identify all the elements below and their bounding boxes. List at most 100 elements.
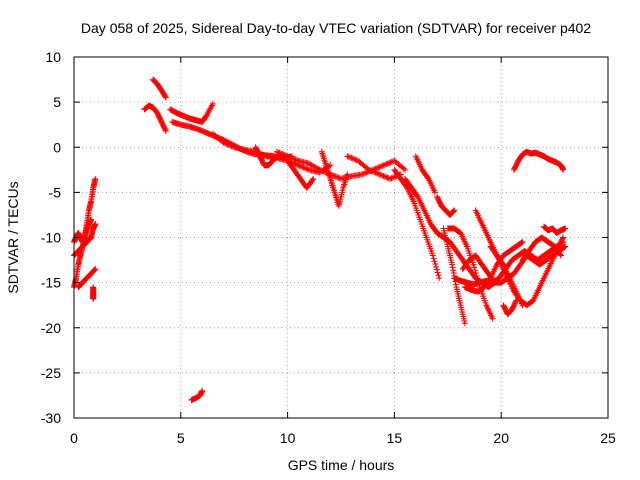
data-point xyxy=(362,170,369,177)
data-point xyxy=(430,255,437,262)
data-point xyxy=(386,160,393,167)
data-point xyxy=(431,258,438,265)
data-point xyxy=(451,207,458,214)
y-tick-label: 10 xyxy=(45,49,61,65)
data-point xyxy=(379,172,386,179)
y-tick-label: -25 xyxy=(41,365,61,381)
data-point xyxy=(518,239,525,246)
y-tick-labels: 10 5 0 -5 -10 -15 -20 -25 -30 xyxy=(41,49,61,426)
data-point xyxy=(162,94,169,101)
data-point xyxy=(369,168,376,175)
data-point xyxy=(383,161,390,168)
data-point xyxy=(512,298,519,305)
data-point xyxy=(227,142,234,149)
data-point xyxy=(310,175,317,182)
data-point xyxy=(224,141,231,148)
y-tick-label: 0 xyxy=(53,139,61,155)
data-point xyxy=(374,165,381,172)
data-point xyxy=(349,155,356,162)
data-point xyxy=(88,216,95,223)
x-tick-label: 25 xyxy=(600,430,616,446)
data-point xyxy=(513,297,520,304)
x-tick-label: 20 xyxy=(493,430,509,446)
data-point xyxy=(221,140,228,147)
data-point xyxy=(375,164,382,171)
series-seg-c xyxy=(71,220,99,259)
data-point xyxy=(332,173,339,180)
data-point xyxy=(519,239,526,246)
data-point xyxy=(315,166,322,173)
data-point xyxy=(162,93,169,100)
data-point xyxy=(277,150,284,157)
data-point xyxy=(376,163,383,170)
data-point xyxy=(209,102,216,109)
data-point xyxy=(429,252,436,259)
data-point xyxy=(365,166,372,173)
data-point xyxy=(288,154,295,161)
data-point xyxy=(377,171,384,178)
data-point xyxy=(375,170,382,177)
data-point xyxy=(384,160,391,167)
data-point xyxy=(471,264,478,271)
data-point xyxy=(319,167,326,174)
series-seg-f xyxy=(141,102,169,135)
data-point xyxy=(436,275,443,282)
data-point xyxy=(220,139,227,146)
data-point xyxy=(383,174,390,181)
data-point xyxy=(387,175,394,182)
data-point xyxy=(331,173,338,180)
data-point xyxy=(301,165,308,172)
data-point xyxy=(92,175,99,182)
x-tick-labels: 0 5 10 15 20 25 xyxy=(70,430,616,446)
y-axis-label: SDTVAR / TECUs xyxy=(5,181,21,293)
series-seg-g xyxy=(150,76,169,101)
data-point xyxy=(450,207,457,214)
data-point xyxy=(223,140,230,147)
series-seg-u xyxy=(444,225,496,322)
series-seg-n xyxy=(318,148,351,209)
chart-title: Day 058 of 2025, Sidereal Day-to-day VTE… xyxy=(81,20,591,36)
data-point xyxy=(228,143,235,150)
data-point xyxy=(275,149,282,156)
data-point xyxy=(387,159,394,166)
series-seg-r xyxy=(412,153,438,196)
data-point xyxy=(299,163,306,170)
data-point xyxy=(317,167,324,174)
series-seg-l xyxy=(273,148,409,182)
data-point xyxy=(225,141,232,148)
series-seg-ad xyxy=(540,223,569,236)
data-point xyxy=(557,251,564,258)
y-tick-label: 5 xyxy=(53,94,61,110)
data-point xyxy=(472,270,479,277)
data-point xyxy=(300,164,307,171)
data-point xyxy=(380,173,387,180)
series-seg-e xyxy=(90,284,97,302)
data-point xyxy=(562,225,569,232)
data-point xyxy=(433,263,440,270)
data-point xyxy=(352,156,359,163)
y-tick-label: -20 xyxy=(41,320,61,336)
x-tick-label: 5 xyxy=(177,430,185,446)
data-point xyxy=(283,152,290,159)
series-seg-d xyxy=(75,266,99,291)
series-seg-ae xyxy=(188,387,206,403)
data-point xyxy=(559,235,566,242)
data-point xyxy=(472,267,479,274)
data-point xyxy=(280,151,287,158)
x-tick-label: 10 xyxy=(280,430,296,446)
data-point xyxy=(519,302,526,309)
data-point xyxy=(359,171,366,178)
data-point xyxy=(162,126,169,133)
data-point xyxy=(209,100,216,107)
data-point xyxy=(561,244,568,251)
data-point xyxy=(293,157,300,164)
data-point xyxy=(368,167,375,174)
data-point xyxy=(433,266,440,273)
data-point xyxy=(391,174,398,181)
data-point xyxy=(276,149,283,156)
data-point xyxy=(320,168,327,175)
data-point xyxy=(449,261,456,268)
series-seg-h xyxy=(167,100,216,125)
